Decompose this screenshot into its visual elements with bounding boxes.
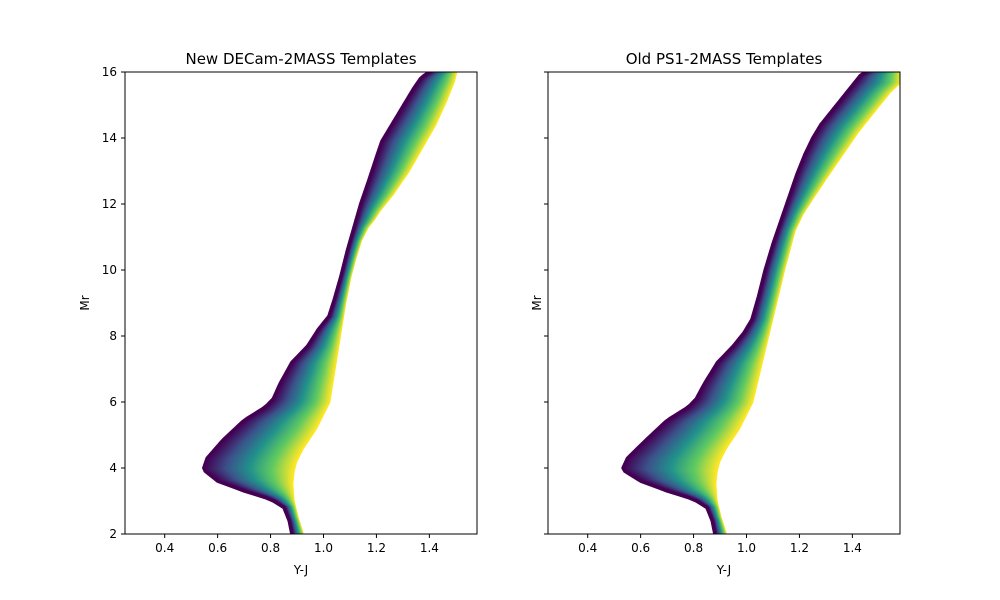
y-tick-label: 2 — [109, 527, 117, 541]
template-series-line — [691, 72, 893, 534]
template-series-line — [621, 72, 867, 534]
y-tick-label: 14 — [102, 131, 117, 145]
y-axis-label: Mr — [78, 295, 92, 310]
axes-frame — [547, 71, 901, 535]
chart-title: New DECam-2MASS Templates — [185, 50, 416, 68]
x-axis-label: Y-J — [716, 563, 731, 577]
y-tick-label: 4 — [109, 461, 117, 475]
x-tick-label: 1.4 — [420, 541, 439, 555]
x-tick-label: 0.6 — [208, 541, 227, 555]
template-series-line — [284, 72, 456, 534]
template-series-line — [202, 72, 431, 534]
template-series-line — [702, 72, 898, 534]
template-series-line — [286, 72, 456, 534]
x-tick-label: 1.2 — [367, 541, 386, 555]
x-tick-label: 0.4 — [578, 541, 597, 555]
y-tick-label: 8 — [109, 329, 117, 343]
x-tick-label: 0.8 — [684, 541, 703, 555]
x-tick-label: 0.4 — [155, 541, 174, 555]
x-tick-label: 0.6 — [631, 541, 650, 555]
template-series-line — [713, 72, 900, 534]
template-series-line — [698, 72, 896, 534]
template-series-line — [288, 72, 457, 534]
x-tick-label: 1.2 — [790, 541, 809, 555]
x-axis-label: Y-J — [293, 563, 308, 577]
template-series-line — [707, 72, 899, 534]
template-series-line — [282, 72, 455, 534]
template-series-line — [705, 72, 899, 534]
template-series-line — [693, 72, 894, 534]
template-series-line — [695, 72, 895, 534]
x-tick-label: 1.4 — [843, 541, 862, 555]
y-tick-label: 6 — [109, 395, 117, 409]
template-series-line — [290, 72, 458, 534]
x-tick-label: 1.0 — [737, 541, 756, 555]
panel-new-decam-2mass: New DECam-2MASS Templates Y-J Mr 0.4 0.6 0… — [78, 50, 478, 577]
y-axis-label: Mr — [530, 295, 544, 310]
template-series-line — [711, 72, 900, 534]
template-series-line — [688, 72, 892, 534]
x-tick-label: 0.8 — [261, 541, 280, 555]
template-series-line — [700, 72, 897, 534]
y-tick-label: 12 — [102, 197, 117, 211]
chart-title: Old PS1-2MASS Templates — [626, 50, 823, 68]
y-tick-label: 10 — [102, 263, 117, 277]
axes-frame — [124, 71, 478, 535]
series-group — [621, 72, 900, 534]
template-series-line — [709, 72, 900, 534]
y-tick-label: 16 — [102, 65, 117, 79]
x-tick-label: 1.0 — [314, 541, 333, 555]
series-group — [202, 72, 458, 534]
panel-old-ps1-2mass: Old PS1-2MASS Templates Y-J Mr 0.4 0.6 0.8… — [530, 50, 901, 577]
